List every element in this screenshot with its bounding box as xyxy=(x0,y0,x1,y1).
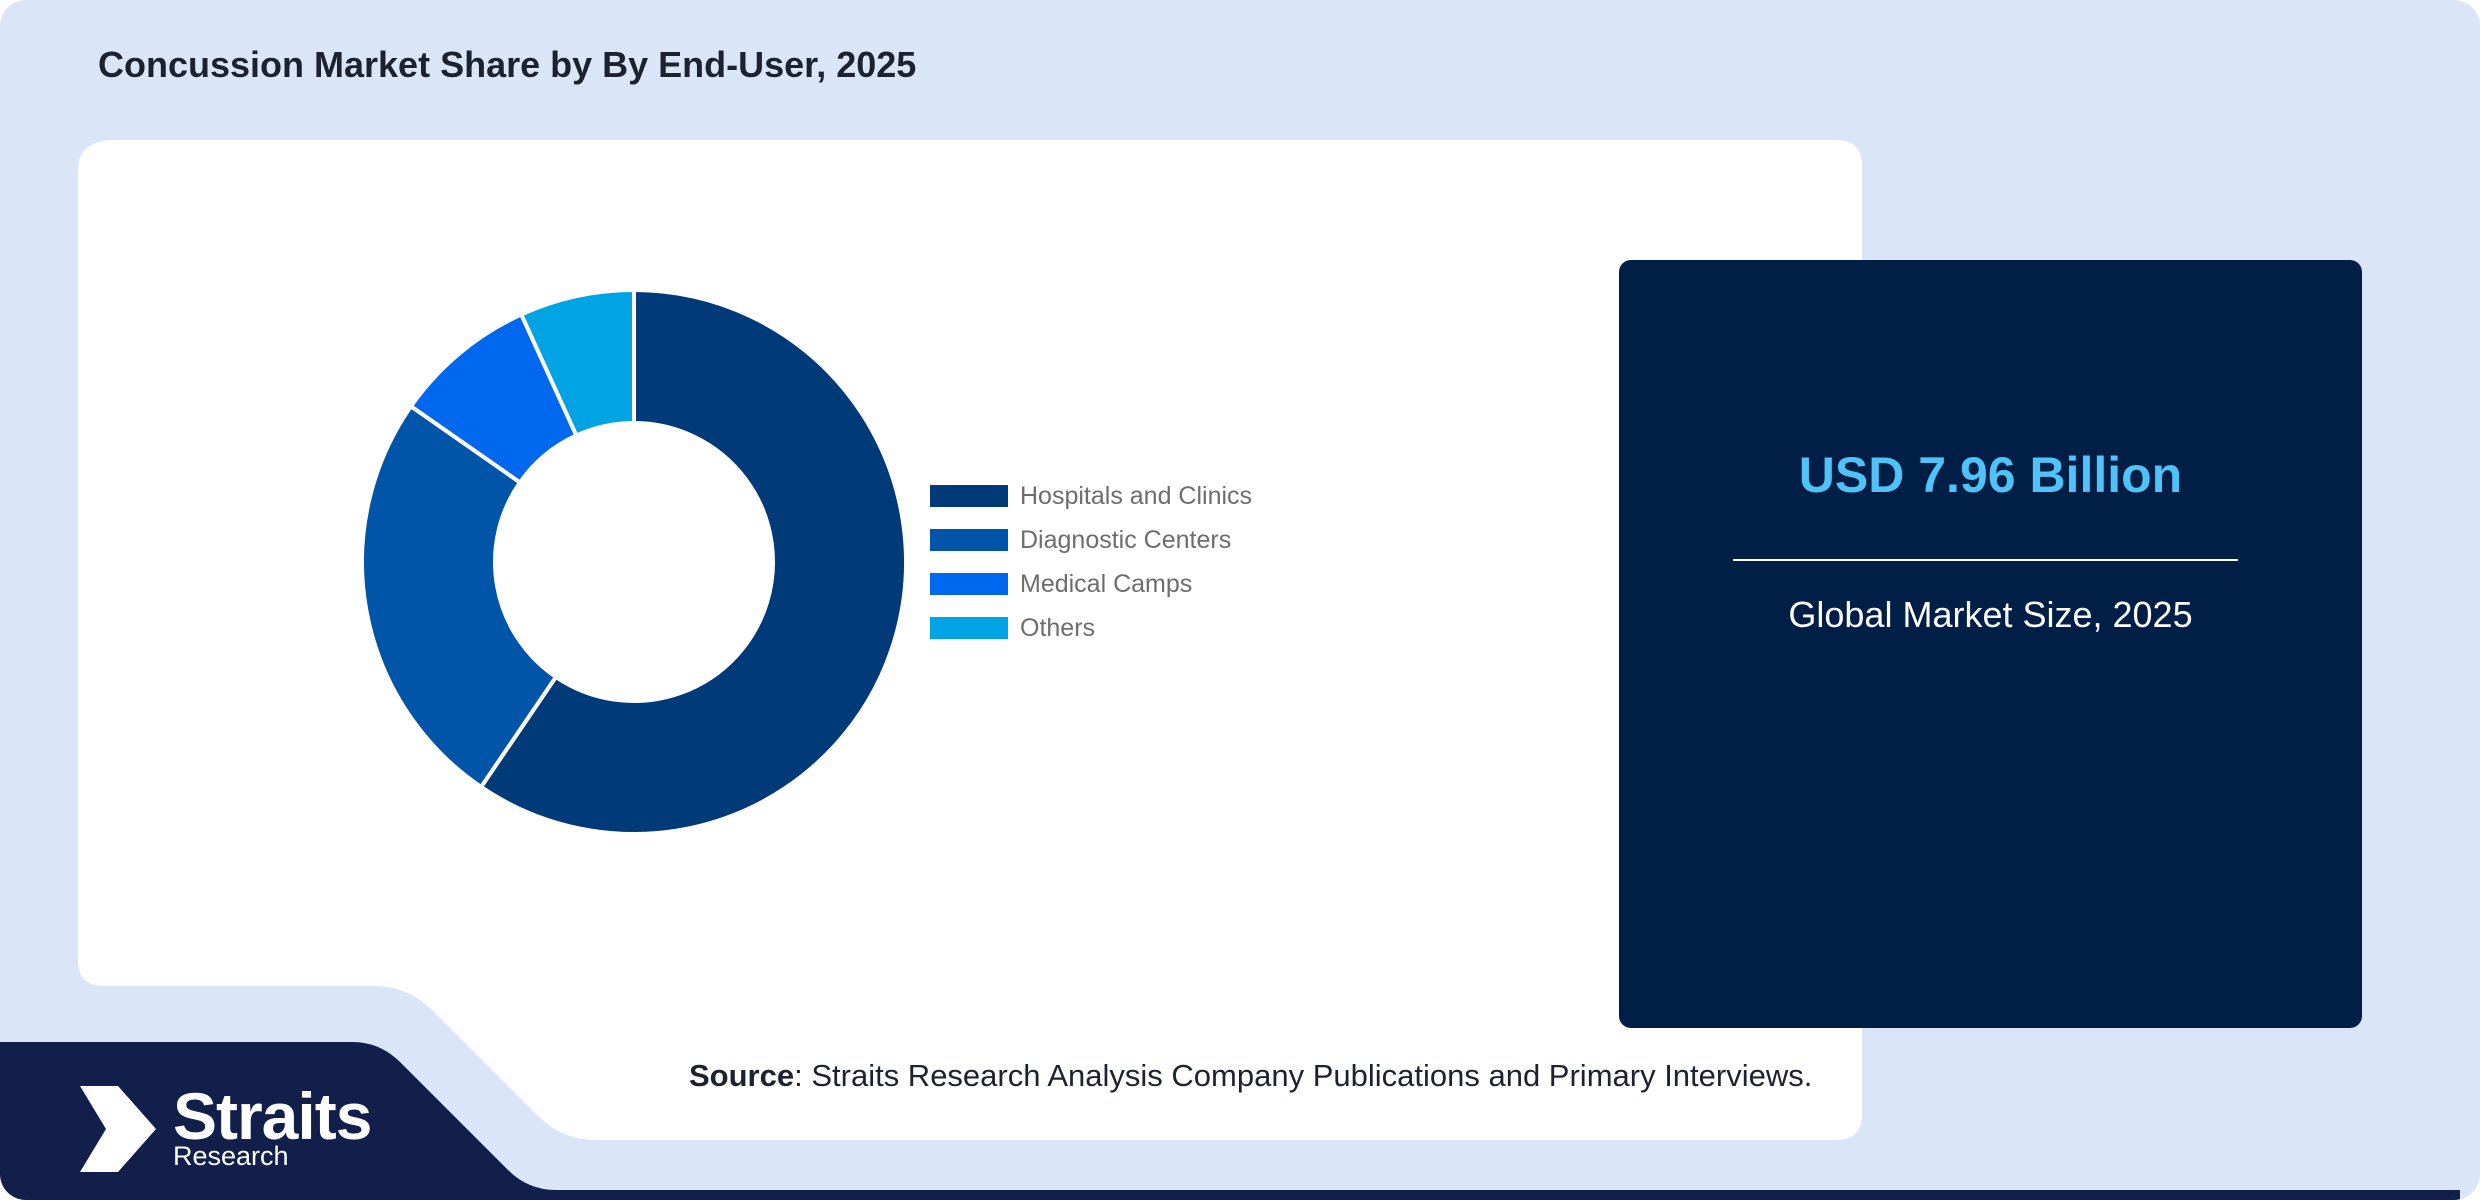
source-text: : Straits Research Analysis Company Publ… xyxy=(794,1058,1813,1093)
legend-swatch xyxy=(930,529,1008,551)
legend-swatch xyxy=(930,573,1008,595)
legend-label: Diagnostic Centers xyxy=(1020,525,1232,554)
legend-item-others: Others xyxy=(930,606,1252,650)
legend-item-hospitals-and-clinics: Hospitals and Clinics xyxy=(930,474,1252,518)
source-note: Source: Straits Research Analysis Compan… xyxy=(689,1058,1812,1094)
logo-subtitle: Research xyxy=(173,1141,289,1171)
straits-research-logo: Straits Research xyxy=(80,1079,420,1176)
legend-label: Hospitals and Clinics xyxy=(1020,481,1253,510)
legend-item-medical-camps: Medical Camps xyxy=(930,562,1252,606)
legend-swatch xyxy=(930,617,1008,639)
donut-chart xyxy=(360,287,908,836)
legend-label: Others xyxy=(1020,613,1096,642)
chart-title: Concussion Market Share by By End-User, … xyxy=(98,44,917,85)
footer-band xyxy=(0,1042,2460,1200)
market-size-caption: Global Market Size, 2025 xyxy=(1788,594,2193,635)
chart-legend: Hospitals and Clinics Diagnostic Centers M… xyxy=(930,474,1252,650)
market-size-value: USD 7.96 Billion xyxy=(1798,447,2183,503)
legend-item-diagnostic-centers: Diagnostic Centers xyxy=(930,518,1252,562)
legend-swatch xyxy=(930,485,1008,507)
donut-slice-diagnostic-centers xyxy=(360,403,559,790)
market-size-card: USD 7.96 Billion Global Market Size, 202… xyxy=(1619,260,2362,1028)
logo-wordmark: Straits xyxy=(173,1079,372,1153)
legend-label: Medical Camps xyxy=(1020,569,1193,598)
straits-arrow-logo-icon xyxy=(80,1086,156,1172)
donut-slice-others xyxy=(518,287,636,439)
source-label: Source xyxy=(689,1058,795,1093)
stat-divider xyxy=(1733,559,2238,561)
donut-slice-hospitals-and-clinics xyxy=(478,287,908,836)
